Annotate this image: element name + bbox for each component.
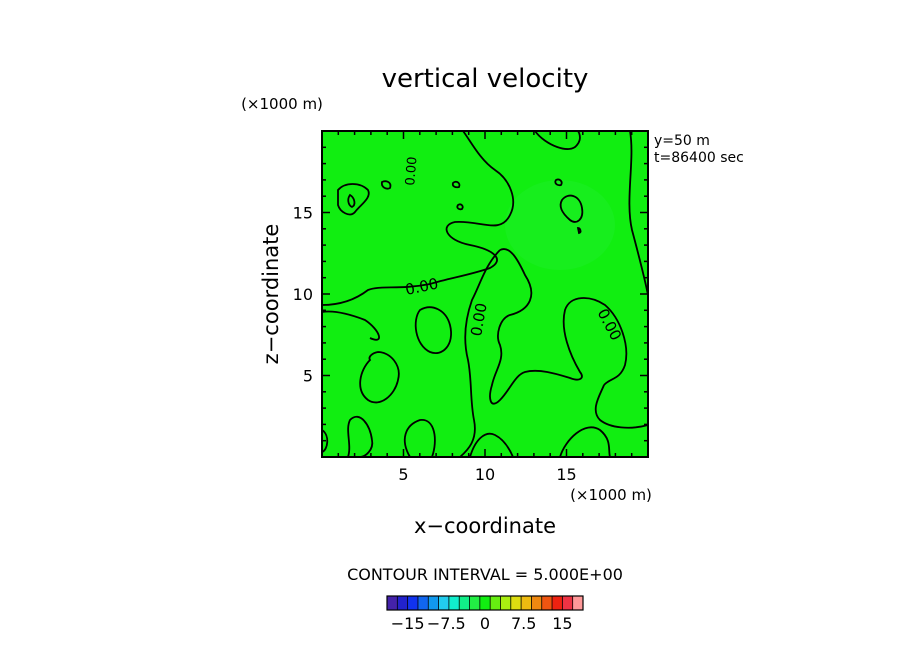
contour-line xyxy=(347,415,374,458)
colorbar-swatch xyxy=(397,596,408,610)
contour-line xyxy=(554,178,563,187)
contour-label: 0.00 xyxy=(403,156,420,186)
x-axis-label: x−coordinate xyxy=(414,514,556,538)
y-axis-unit: (×1000 m) xyxy=(241,95,323,113)
x-tick-label: 15 xyxy=(556,465,576,484)
colorbar-swatch xyxy=(417,596,429,610)
y-tick-label: 5 xyxy=(303,367,313,386)
contour-line xyxy=(414,306,452,354)
annotation-t: t=86400 sec xyxy=(654,150,744,166)
y-axis-label: z−coordinate xyxy=(259,224,283,365)
colorbar-ticks: −15 −7.5 0 7.5 15 xyxy=(391,614,573,633)
field-light-patch xyxy=(505,180,615,270)
axes: 5 10 15 5 10 15 xyxy=(293,131,648,484)
colorbar-tick-label: −15 xyxy=(391,614,425,633)
contour-line xyxy=(576,227,582,235)
colorbar-swatch xyxy=(521,596,532,610)
plot-area: 0.00 0.00 0.00 0.00 xyxy=(321,130,649,458)
colorbar-swatch xyxy=(448,596,460,610)
colorbar-swatch xyxy=(479,596,491,610)
x-axis-unit: (×1000 m) xyxy=(570,486,652,504)
colorbar xyxy=(386,595,584,611)
colorbar-swatch xyxy=(469,596,481,610)
colorbar-tick-label: 7.5 xyxy=(511,614,536,633)
contour-line xyxy=(403,419,436,458)
contour-line xyxy=(559,194,584,223)
annotation-y: y=50 m xyxy=(654,133,710,149)
contour-line xyxy=(456,203,464,211)
contour-line xyxy=(559,426,611,458)
colorbar-swatch xyxy=(510,596,522,610)
contour-line xyxy=(321,310,380,341)
colorbar-swatch xyxy=(552,596,563,610)
chart-title: vertical velocity xyxy=(382,64,589,94)
y-tick-label: 10 xyxy=(293,285,313,304)
colorbar-swatch xyxy=(572,596,584,610)
colorbar-frame xyxy=(386,595,584,611)
colorbar-swatch xyxy=(438,596,450,610)
contour-line xyxy=(451,180,461,189)
contour-line xyxy=(534,130,581,150)
contour-line xyxy=(380,180,392,190)
contour-line xyxy=(489,248,628,405)
colorbar-swatch xyxy=(428,596,439,610)
colorbar-swatch xyxy=(387,596,398,610)
colorbar-tick-label: 15 xyxy=(552,614,572,633)
contour-line xyxy=(347,193,356,209)
contour-line xyxy=(459,249,501,458)
contour-line xyxy=(469,432,514,458)
contour-line xyxy=(359,351,400,404)
colorbar-tick-label: 0 xyxy=(480,614,490,633)
contour-line xyxy=(337,183,370,216)
x-tick-label: 10 xyxy=(475,465,495,484)
colorbar-swatch xyxy=(490,596,501,610)
contour-line xyxy=(594,384,649,429)
zero-contour-lines xyxy=(321,130,649,458)
colorbar-swatch xyxy=(500,596,512,610)
colorbar-swatch xyxy=(459,596,470,610)
contour-line xyxy=(321,429,329,453)
contour-label: 0.00 xyxy=(467,302,491,338)
colorbar-swatch xyxy=(407,596,419,610)
colorbar-swatch xyxy=(531,596,543,610)
contour-line xyxy=(321,130,515,306)
colorbar-swatch xyxy=(562,596,573,610)
x-tick-label: 5 xyxy=(398,465,408,484)
y-tick-label: 15 xyxy=(293,204,313,223)
colorbar-swatch xyxy=(541,596,553,610)
colorbar-tick-label: −7.5 xyxy=(427,614,466,633)
vertical-velocity-field xyxy=(322,131,648,457)
contour-interval-text: CONTOUR INTERVAL = 5.000E+00 xyxy=(347,565,623,584)
